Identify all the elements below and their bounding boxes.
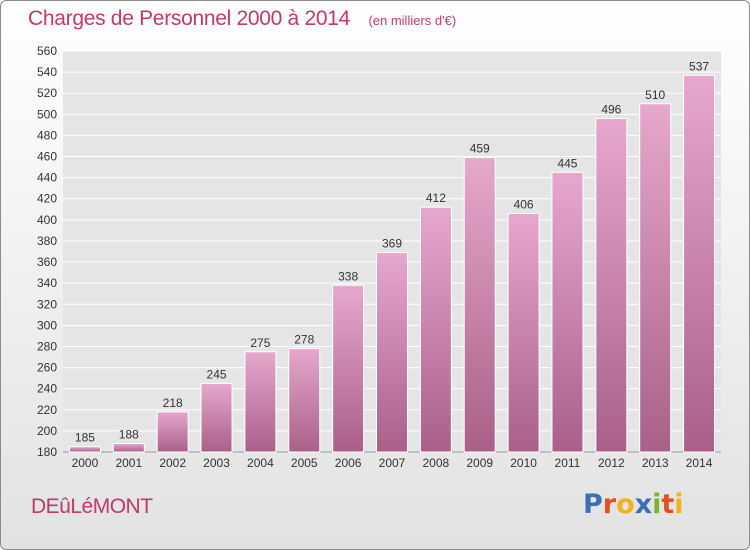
bar <box>551 171 584 453</box>
x-tick-label: 2009 <box>466 456 493 470</box>
logo-letter: t <box>661 489 675 520</box>
y-tick-label: 400 <box>37 213 57 227</box>
y-tick-label: 320 <box>37 297 57 311</box>
data-label: 245 <box>207 367 227 381</box>
data-label: 459 <box>470 142 490 156</box>
chart-header: Charges de Personnel 2000 à 2014 (en mil… <box>28 7 456 31</box>
y-tick-label: 360 <box>37 255 57 269</box>
y-tick-label: 380 <box>37 234 57 248</box>
y-tick-label: 440 <box>37 171 57 185</box>
proxiti-logo[interactable]: Proxiti <box>583 489 684 520</box>
data-label: 537 <box>689 59 709 73</box>
logo-letter: i <box>674 489 684 520</box>
logo-letter: x <box>634 489 653 520</box>
y-tick-label: 200 <box>37 424 57 438</box>
logo-letter: i <box>652 489 662 520</box>
data-label: 278 <box>294 333 314 347</box>
x-tick-label: 2005 <box>291 456 318 470</box>
data-label: 412 <box>426 191 446 205</box>
chart-subtitle: (en milliers d'€) <box>368 13 457 28</box>
data-label: 510 <box>645 88 665 102</box>
y-tick-label: 520 <box>37 86 57 100</box>
bar <box>683 74 716 453</box>
bar <box>639 103 672 453</box>
x-tick-label: 2006 <box>335 456 362 470</box>
y-tick-label: 500 <box>37 107 57 121</box>
x-tick-label: 2007 <box>379 456 406 470</box>
bar <box>332 284 365 453</box>
y-tick-label: 180 <box>37 445 57 459</box>
data-label: 496 <box>601 103 621 117</box>
x-tick-label: 2011 <box>555 456 581 470</box>
y-tick-label: 540 <box>37 65 57 79</box>
y-tick-label: 280 <box>37 339 57 353</box>
x-tick-label: 2010 <box>510 456 537 470</box>
x-tick-label: 2014 <box>686 456 713 470</box>
bar <box>244 351 277 453</box>
y-tick-label: 460 <box>37 150 57 164</box>
x-tick-label: 2008 <box>423 456 450 470</box>
bar <box>507 213 540 453</box>
data-label: 406 <box>514 198 534 212</box>
y-tick-label: 260 <box>37 361 57 375</box>
bar <box>288 348 321 453</box>
data-label: 185 <box>75 431 95 445</box>
data-label: 338 <box>338 269 358 283</box>
bar <box>376 252 408 453</box>
y-tick-label: 480 <box>37 128 57 142</box>
data-label: 275 <box>250 336 270 350</box>
data-label: 369 <box>382 237 402 251</box>
bar <box>68 446 101 453</box>
data-label: 218 <box>163 396 183 410</box>
y-tick-label: 340 <box>37 276 57 290</box>
bar <box>112 443 145 453</box>
x-tick-label: 2001 <box>115 456 142 470</box>
y-tick-label: 220 <box>37 403 57 417</box>
bar <box>595 118 628 453</box>
x-tick-label: 2002 <box>159 456 186 470</box>
y-tick-label: 300 <box>37 318 57 332</box>
x-tick-label: 2000 <box>72 456 99 470</box>
y-tick-label: 420 <box>37 192 57 206</box>
logo-letter: r <box>602 489 617 520</box>
bar <box>419 206 452 453</box>
commune-name: DEûLéMONT <box>31 495 153 518</box>
logo-letter: P <box>583 489 603 520</box>
bar <box>463 157 496 453</box>
x-tick-label: 2012 <box>598 456 625 470</box>
x-tick-label: 2013 <box>642 456 669 470</box>
bar <box>156 411 189 453</box>
data-label: 445 <box>557 156 577 170</box>
bar <box>200 382 233 453</box>
y-tick-label: 240 <box>37 382 57 396</box>
data-label: 188 <box>119 428 139 442</box>
x-tick-label: 2003 <box>203 456 230 470</box>
x-tick-label: 2004 <box>247 456 274 470</box>
chart-title: Charges de Personnel 2000 à 2014 <box>28 7 350 30</box>
logo-letter: o <box>616 489 635 520</box>
y-tick-label: 560 <box>37 44 57 58</box>
